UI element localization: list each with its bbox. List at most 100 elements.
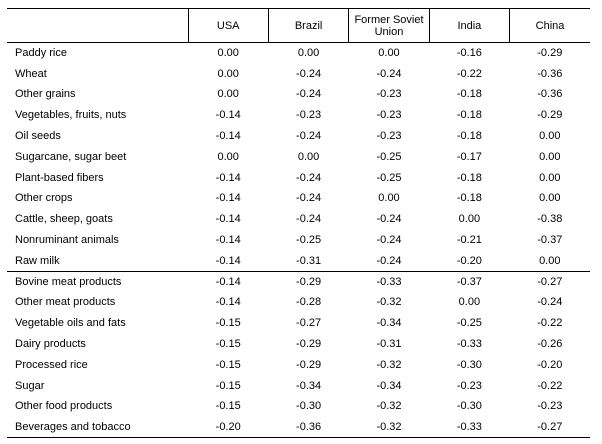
value-cell: -0.33	[429, 416, 510, 439]
value-cell: -0.29	[537, 109, 563, 122]
row-label: Other food products	[15, 400, 113, 413]
value-cell: -0.25	[376, 150, 402, 163]
value-cell: -0.24	[376, 67, 402, 80]
table-row: Bovine meat products -0.14 -0.29 -0.33 -0.37…	[7, 270, 590, 293]
value-cell: -0.24	[296, 130, 322, 143]
table-row: Cattle, sheep, goats -0.14 -0.24 -0.24 0.00 -…	[7, 209, 590, 230]
row-label: Dairy products	[15, 338, 86, 351]
column-header-usa: USA	[187, 8, 269, 43]
value-cell: -0.27	[509, 270, 590, 293]
row-label: Plant-based fibers	[15, 171, 104, 184]
row-label: Other grains	[15, 88, 76, 101]
value-cell: 0.00	[539, 254, 561, 267]
value-cell: -0.20	[188, 416, 269, 439]
value-cell: -0.30	[456, 400, 482, 413]
value-cell: -0.17	[456, 150, 482, 163]
row-label: Beverages and tobacco	[7, 416, 188, 439]
value-cell: -0.33	[456, 338, 482, 351]
value-cell: -0.14	[215, 213, 241, 226]
table-row: Wheat 0.00 -0.24 -0.24 -0.22 -0.36	[7, 63, 590, 84]
value-cell: -0.24	[376, 254, 402, 267]
value-cell: -0.37	[429, 270, 510, 293]
value-cell: -0.14	[215, 109, 241, 122]
value-cell: 0.00	[217, 150, 239, 163]
value-cell: -0.32	[348, 416, 430, 439]
value-cell: -0.29	[268, 270, 349, 293]
header-blank-cell	[7, 8, 188, 43]
value-cell: -0.15	[215, 379, 241, 392]
value-cell: -0.34	[376, 379, 402, 392]
value-cell: 0.00	[539, 130, 561, 143]
value-cell: -0.24	[376, 234, 402, 247]
value-cell: 0.00	[217, 88, 239, 101]
value-cell: -0.26	[537, 338, 563, 351]
value-cell: -0.20	[456, 254, 482, 267]
value-cell: -0.36	[537, 88, 563, 101]
table-row: Other food products -0.15 -0.30 -0.32 -0.30 -…	[7, 396, 590, 417]
value-cell: 0.00	[297, 47, 320, 60]
value-cell: -0.32	[376, 296, 402, 309]
value-cell: -0.23	[296, 109, 322, 122]
column-header-china: China	[509, 8, 590, 43]
value-cell: -0.31	[376, 338, 402, 351]
value-cell: -0.14	[215, 192, 241, 205]
value-cell: 0.00	[217, 47, 239, 60]
value-cell: -0.29	[296, 338, 322, 351]
table-row: Dairy products -0.15 -0.29 -0.31 -0.33 -0.26	[7, 334, 590, 355]
value-cell: -0.36	[268, 416, 349, 439]
row-label: Vegetables, fruits, nuts	[15, 109, 127, 122]
value-cell: -0.29	[296, 358, 322, 371]
value-cell: 0.00	[539, 171, 561, 184]
value-cell: 0.00	[458, 213, 481, 226]
value-cell: 0.00	[378, 47, 400, 60]
value-cell: -0.15	[215, 317, 241, 330]
row-label: Wheat	[15, 67, 47, 80]
table-row: Beverages and tobacco -0.20 -0.36 -0.32 -0.3…	[7, 416, 590, 439]
value-cell: -0.28	[296, 296, 322, 309]
table-body: Paddy rice 0.00 0.00 0.00 -0.16 -0.29 Wheat 0.0…	[7, 43, 590, 439]
value-cell: -0.25	[456, 317, 482, 330]
row-label: Processed rice	[15, 358, 88, 371]
row-label: Vegetable oils and fats	[15, 317, 126, 330]
value-cell: -0.32	[376, 400, 402, 413]
table-row: Raw milk -0.14 -0.31 -0.24 -0.20 0.00	[7, 250, 590, 271]
value-cell: -0.18	[456, 130, 482, 143]
value-cell: -0.24	[296, 88, 322, 101]
value-cell: -0.23	[376, 88, 402, 101]
value-cell: -0.14	[215, 296, 241, 309]
value-cell: -0.25	[376, 171, 402, 184]
value-cell: -0.37	[537, 234, 563, 247]
value-cell: -0.14	[215, 254, 241, 267]
value-cell: -0.34	[376, 317, 402, 330]
value-cell: -0.14	[215, 171, 241, 184]
value-cell: -0.32	[376, 358, 402, 371]
table-row: Other crops -0.14 -0.24 0.00 -0.18 0.00	[7, 188, 590, 209]
value-cell: -0.18	[456, 171, 482, 184]
value-cell: -0.30	[456, 358, 482, 371]
value-cell: 0.00	[378, 192, 400, 205]
value-cell: -0.20	[537, 358, 563, 371]
row-label: Other crops	[15, 192, 73, 205]
table-row: Other grains 0.00 -0.24 -0.23 -0.18 -0.36	[7, 84, 590, 105]
column-header-former-soviet-union: Former Soviet Union	[348, 8, 430, 43]
value-cell: -0.21	[456, 234, 482, 247]
value-cell: -0.24	[376, 213, 402, 226]
row-label: Sugar	[15, 379, 45, 392]
row-label: Nonruminant animals	[15, 234, 119, 247]
value-cell: -0.25	[296, 234, 322, 247]
value-cell: -0.22	[537, 317, 563, 330]
value-cell: -0.18	[456, 192, 482, 205]
value-cell: -0.16	[456, 47, 482, 60]
value-cell: -0.24	[296, 67, 322, 80]
value-cell: -0.15	[215, 400, 241, 413]
table-row: Vegetables, fruits, nuts -0.14 -0.23 -0.23 -…	[7, 105, 590, 126]
value-cell: -0.15	[215, 358, 241, 371]
row-label: Raw milk	[15, 254, 60, 267]
value-cell: -0.36	[537, 67, 563, 80]
value-cell: -0.38	[537, 213, 563, 226]
table-row: Plant-based fibers -0.14 -0.24 -0.25 -0.18 0.…	[7, 167, 590, 188]
table-row: Oil seeds -0.14 -0.24 -0.23 -0.18 0.00	[7, 126, 590, 147]
value-cell: -0.23	[376, 130, 402, 143]
table-row: Vegetable oils and fats -0.15 -0.27 -0.34 -0…	[7, 313, 590, 334]
table-row: Sugarcane, sugar beet 0.00 0.00 -0.25 -0.17 0…	[7, 146, 590, 167]
